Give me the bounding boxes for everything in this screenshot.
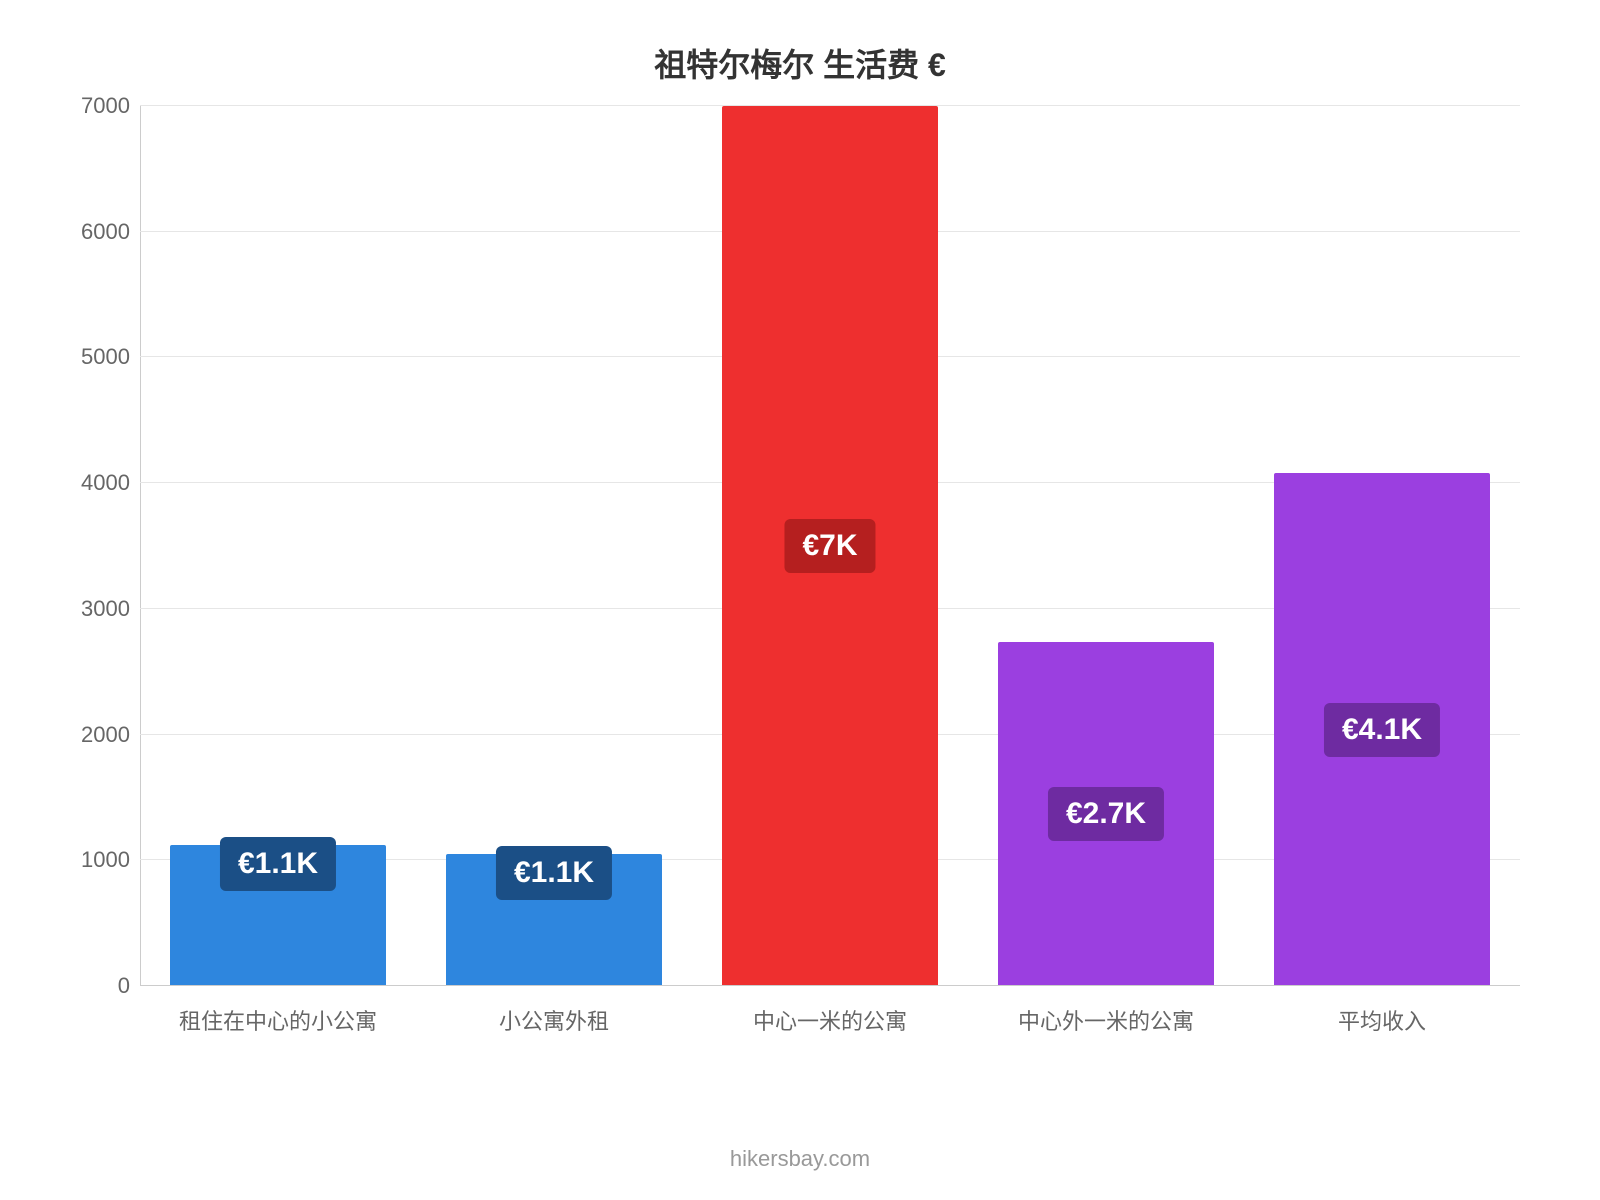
plot-area: 01000200030004000500060007000 €1.1K€1.1K… bbox=[140, 106, 1520, 986]
y-tick-label: 5000 bbox=[50, 344, 130, 370]
chart-container: 祖特尔梅尔 生活费 € 0100020003000400050006000700… bbox=[0, 0, 1600, 1200]
x-category-label: 平均收入 bbox=[1244, 1004, 1520, 1036]
x-category-label: 中心外一米的公寓 bbox=[968, 1004, 1244, 1036]
bar-slot: €4.1K bbox=[1244, 106, 1520, 986]
bar: €4.1K bbox=[1274, 473, 1489, 986]
x-category-label: 租住在中心的小公寓 bbox=[140, 1004, 416, 1036]
bar: €2.7K bbox=[998, 642, 1213, 986]
attribution-text: hikersbay.com bbox=[0, 1146, 1600, 1172]
y-tick-label: 7000 bbox=[50, 93, 130, 119]
bar-value-label: €1.1K bbox=[496, 846, 612, 900]
bar-slot: €7K bbox=[692, 106, 968, 986]
bar-value-label: €4.1K bbox=[1324, 703, 1440, 757]
x-axis-line bbox=[140, 985, 1520, 986]
y-axis: 01000200030004000500060007000 bbox=[50, 106, 140, 986]
chart-title: 祖特尔梅尔 生活费 € bbox=[50, 40, 1550, 86]
bar-slot: €2.7K bbox=[968, 106, 1244, 986]
bar-value-label: €1.1K bbox=[220, 837, 336, 891]
y-tick-label: 3000 bbox=[50, 596, 130, 622]
bar: €1.1K bbox=[170, 845, 385, 986]
bar: €7K bbox=[722, 106, 937, 986]
bar-slot: €1.1K bbox=[416, 106, 692, 986]
x-category-label: 中心一米的公寓 bbox=[692, 1004, 968, 1036]
y-tick-label: 6000 bbox=[50, 219, 130, 245]
x-category-label: 小公寓外租 bbox=[416, 1004, 692, 1036]
y-tick-label: 0 bbox=[50, 973, 130, 999]
bar: €1.1K bbox=[446, 854, 661, 986]
bar-slot: €1.1K bbox=[140, 106, 416, 986]
bar-value-label: €2.7K bbox=[1048, 787, 1164, 841]
bar-value-label: €7K bbox=[784, 519, 875, 573]
y-tick-label: 1000 bbox=[50, 847, 130, 873]
y-tick-label: 2000 bbox=[50, 722, 130, 748]
bars-group: €1.1K€1.1K€7K€2.7K€4.1K bbox=[140, 106, 1520, 986]
y-tick-label: 4000 bbox=[50, 470, 130, 496]
x-axis: 租住在中心的小公寓小公寓外租中心一米的公寓中心外一米的公寓平均收入 bbox=[140, 1004, 1520, 1036]
